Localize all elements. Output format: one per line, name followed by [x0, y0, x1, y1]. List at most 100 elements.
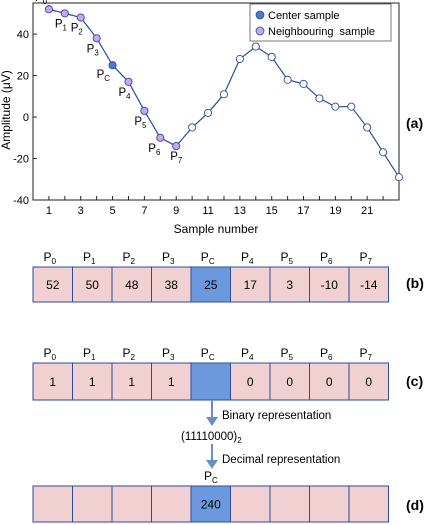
x-tick-label: 13 [234, 205, 246, 217]
x-tick-label: 1 [46, 205, 52, 217]
point-label-P3: P3 [87, 43, 99, 57]
panel-c-header-P7: P7 [359, 346, 372, 362]
panel-d-cell [151, 485, 192, 523]
panel-c-cell-value: 0 [286, 375, 293, 389]
plain-point [251, 42, 260, 51]
binary-representation-label: Binary representation [222, 410, 331, 422]
plain-point [315, 94, 324, 103]
panel-c-cell-value: 1 [168, 375, 175, 389]
x-tick-label: 5 [110, 205, 116, 217]
panel-label-a: (a) [406, 115, 423, 131]
decimal-arrow [206, 444, 218, 469]
point-label-P6: P6 [148, 143, 160, 157]
x-tick-label: 3 [78, 205, 84, 217]
panel-b-cell [111, 266, 152, 303]
panel-b-cells: 52 50 48 38 25 17 3 -10 -14 [32, 266, 389, 303]
panel-c-cell [190, 362, 231, 401]
legend-center-label: Center sample [268, 10, 340, 22]
plot-frame [32, 2, 400, 201]
plain-point [363, 123, 372, 132]
point-label-P2: P2 [71, 23, 83, 37]
panel-d-cell [230, 485, 271, 523]
panel-b-header-P3: P3 [162, 250, 175, 266]
panel-c-cell [348, 362, 389, 401]
point-label-P0: P0 [35, 0, 48, 6]
panel-c-cells: 1 1 1 1 0 0 0 0 [32, 362, 389, 401]
neighbour-point [156, 133, 165, 142]
panel-b-cell-value: 48 [125, 278, 139, 292]
plain-point [394, 173, 404, 182]
panel-b-cell [348, 266, 389, 303]
neighbour-point [92, 34, 101, 43]
panel-b-cell [72, 266, 113, 303]
neighbour-point [172, 142, 181, 151]
legend-neighbour-marker [255, 26, 265, 36]
panel-d-cell-value: 240 [201, 498, 221, 512]
y-tick-label: -20 [13, 154, 29, 166]
panel-c-cell [309, 362, 350, 401]
legend-neighbour-label: Neighbouring sample [268, 26, 375, 38]
panel-c-header-PC: PC [201, 346, 215, 362]
x-axis: 1 3 5 7 9 11 13 15 17 19 21 [46, 196, 400, 217]
binary-arrow [206, 400, 218, 426]
x-tick-label: 15 [266, 205, 278, 217]
panel-label-b: (b) [406, 275, 424, 291]
neighbour-point [60, 9, 69, 18]
point-label-PC: PC [97, 69, 111, 83]
x-tick-label: 7 [141, 205, 147, 217]
panel-b-cell [151, 266, 192, 303]
panel-b-header-P0: P0 [43, 250, 56, 266]
pc-label-d: PC [204, 469, 218, 485]
panel-b-header-PC: PC [201, 250, 215, 266]
plain-point [299, 79, 308, 88]
legend-box [249, 3, 392, 42]
panel-b-cell-value: 3 [286, 278, 293, 292]
panel-c-cell [269, 362, 310, 401]
plain-point [267, 52, 276, 61]
panel-label-c: (c) [406, 373, 423, 389]
panel-d-cell [111, 485, 152, 523]
panel-c-cell [111, 362, 152, 401]
panel-b-header-P2: P2 [122, 250, 135, 266]
plain-point [219, 90, 229, 99]
panel-b-values: P0 P1 P2 P3 PC P4 P5 P6 P7 52 50 48 38 25 17 3 -10 -14 (… [32, 250, 424, 303]
panel-label-d: (d) [406, 497, 424, 513]
point-label-P1: P1 [55, 18, 67, 32]
panel-d-cells: 240 [32, 485, 389, 523]
panel-b-cell-value: 17 [244, 278, 258, 292]
panel-c-headers: P0 P1 P2 P3 PC P4 P5 P6 P7 [43, 346, 372, 362]
y-axis-label: Amplitude (μV) [0, 70, 13, 150]
panel-b-cell-value: 52 [46, 278, 60, 292]
plain-point [379, 148, 388, 157]
neighbour-point [76, 13, 85, 22]
y-tick-label: 40 [17, 29, 29, 41]
plain-point [203, 108, 213, 117]
plain-point [188, 123, 197, 132]
panel-c-binary: P0 P1 P2 P3 PC P4 P5 P6 P7 1 1 1 1 0 0 0 0 (c) [32, 346, 423, 401]
panel-b-header-P6: P6 [320, 250, 333, 266]
panel-d-decimal: 240 (d) [32, 485, 424, 523]
panel-c-cell [72, 362, 113, 401]
panel-b-header-P4: P4 [241, 250, 254, 266]
panel-c-header-P2: P2 [122, 346, 135, 362]
data-points [44, 5, 404, 182]
point-label-P7: P7 [170, 151, 182, 165]
x-tick-label: 11 [202, 205, 213, 217]
plain-point [331, 102, 340, 111]
y-tick-label: -40 [13, 195, 29, 207]
panel-c-header-P5: P5 [280, 346, 293, 362]
panel-c-cell [32, 362, 73, 401]
legend: Center sample Neighbouring sample [249, 3, 392, 42]
panel-c-cell-value: 1 [89, 375, 96, 389]
panel-c-cell-value: 1 [49, 375, 56, 389]
x-tick-label: 21 [361, 205, 373, 217]
neighbour-point [140, 106, 149, 115]
y-tick-label: 0 [23, 112, 29, 124]
neighbour-point [44, 5, 53, 14]
panel-c-cell-value: 0 [365, 375, 372, 389]
neighbour-point [124, 77, 133, 86]
panel-c-cell [151, 362, 192, 401]
panel-b-header-P5: P5 [280, 250, 293, 266]
legend-center-marker [255, 10, 265, 20]
